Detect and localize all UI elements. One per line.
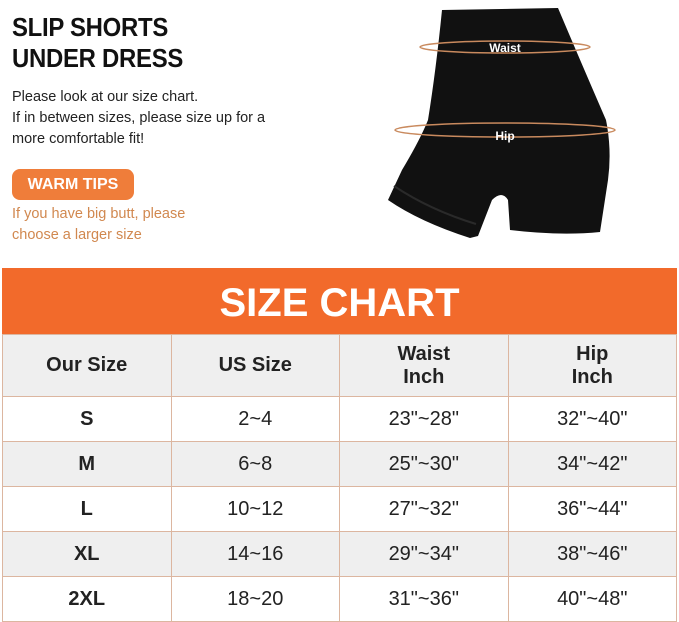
our-size-cell: S bbox=[2, 396, 172, 442]
warm-tips-text: If you have big butt, please choose a la… bbox=[12, 204, 185, 246]
waist-cell: 25"~30" bbox=[339, 441, 509, 487]
us-size-cell: 10~12 bbox=[170, 486, 340, 532]
our-size-cell: 2XL bbox=[2, 576, 172, 622]
size-chart-title: SIZE CHART bbox=[2, 268, 677, 334]
warm-tips-badge: WARM TIPS bbox=[12, 169, 134, 200]
table-row: 2XL 18~20 31"~36" 40"~48" bbox=[2, 576, 677, 622]
waist-cell: 29"~34" bbox=[339, 531, 509, 577]
size-chart-table: Our Size US Size Waist Inch Hip Inch S 2~4 2… bbox=[2, 334, 677, 622]
advice-line: Please look at our size chart. bbox=[12, 89, 199, 105]
header-unit: Inch bbox=[403, 365, 445, 388]
leg-cuff bbox=[393, 185, 477, 225]
header-waist: Waist Inch bbox=[339, 334, 509, 397]
table-header: Our Size US Size Waist Inch Hip Inch bbox=[2, 334, 677, 397]
shorts-image: Waist Hip bbox=[388, 8, 616, 238]
hip-cell: 34"~42" bbox=[507, 441, 677, 487]
us-size-cell: 14~16 bbox=[170, 531, 340, 577]
tips-line: choose a larger size bbox=[12, 227, 142, 243]
advice-line: If in between sizes, please size up for … bbox=[12, 110, 266, 126]
header-text: Our Size bbox=[46, 354, 128, 376]
our-size-cell: L bbox=[2, 486, 172, 532]
our-size-cell: XL bbox=[2, 531, 172, 577]
waist-cell: 23"~28" bbox=[339, 396, 509, 442]
header-text: Waist bbox=[397, 342, 451, 365]
our-size-cell: M bbox=[2, 441, 172, 487]
table-row: S 2~4 23"~28" 32"~40" bbox=[2, 396, 677, 442]
header-text: US Size bbox=[218, 354, 292, 376]
table-row: L 10~12 27"~32" 36"~44" bbox=[2, 486, 677, 532]
waist-cell: 27"~32" bbox=[339, 486, 509, 532]
header-hip: Hip Inch bbox=[507, 334, 677, 397]
advice-line: more comfortable fit! bbox=[12, 131, 145, 147]
hip-cell: 32"~40" bbox=[507, 396, 677, 442]
hip-label: Hip bbox=[495, 129, 514, 143]
hip-cell: 40"~48" bbox=[507, 576, 677, 622]
table-row: M 6~8 25"~30" 34"~42" bbox=[2, 441, 677, 487]
us-size-cell: 2~4 bbox=[170, 396, 340, 442]
us-size-cell: 18~20 bbox=[170, 576, 340, 622]
tips-line: If you have big butt, please bbox=[12, 206, 186, 222]
hip-cell: 38"~46" bbox=[507, 531, 677, 577]
table-row: XL 14~16 29"~34" 38"~46" bbox=[2, 531, 677, 577]
header-our-size: Our Size bbox=[2, 334, 172, 397]
header-text: Hip bbox=[576, 342, 609, 365]
waist-label: Waist bbox=[489, 41, 521, 55]
size-advice: Please look at our size chart. If in bet… bbox=[12, 87, 265, 150]
product-title: SLIP SHORTS UNDER DRESS bbox=[12, 12, 183, 74]
waist-cell: 31"~36" bbox=[339, 576, 509, 622]
header-unit: Inch bbox=[571, 365, 613, 388]
header-us-size: US Size bbox=[170, 334, 340, 397]
waist-measure-ring bbox=[419, 40, 591, 54]
us-size-cell: 6~8 bbox=[170, 441, 340, 487]
title-line: UNDER DRESS bbox=[12, 43, 184, 73]
hip-measure-ring bbox=[394, 122, 616, 138]
hip-cell: 36"~44" bbox=[507, 486, 677, 532]
title-line: SLIP SHORTS bbox=[12, 12, 169, 42]
